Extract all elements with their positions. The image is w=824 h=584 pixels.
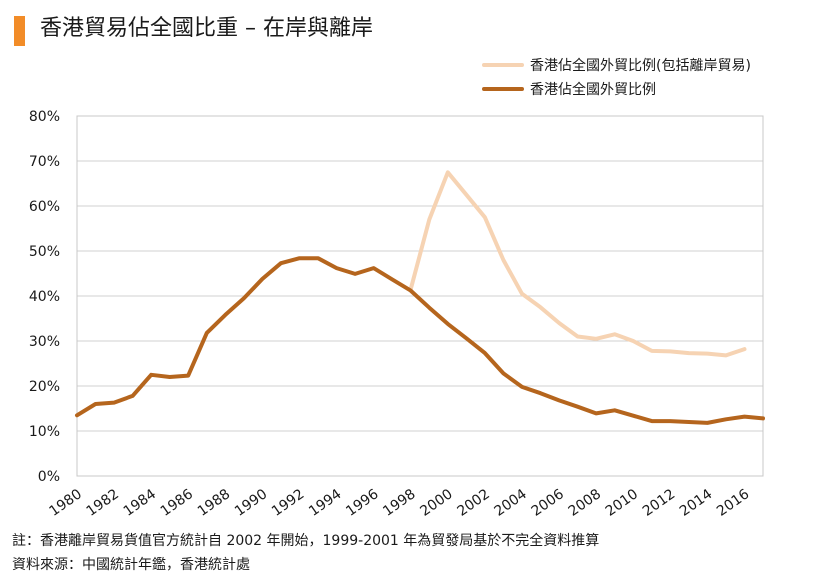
legend-label-offshore: 香港佔全國外貿比例(包括離岸貿易) (530, 58, 751, 74)
y-tick-label: 20% (29, 379, 60, 395)
source-note: 資料來源：中國統計年鑑，香港統計處 (12, 557, 250, 573)
x-tick-label: 1982 (84, 486, 122, 520)
y-tick-label: 0% (38, 469, 60, 485)
x-tick-label: 2008 (566, 486, 604, 520)
footnote: 註：香港離岸貿易貨值官方統計自 2002 年開始，1999-2001 年為貿發局… (12, 533, 600, 549)
legend-item-offshore: 香港佔全國外貿比例(包括離岸貿易) (482, 54, 751, 76)
y-tick-label: 30% (29, 334, 60, 350)
y-tick-label: 40% (29, 289, 60, 305)
y-tick-label: 50% (29, 244, 60, 260)
series-line-offshore (408, 170, 747, 358)
y-tick-label: 80% (29, 109, 60, 125)
x-tick-label: 2004 (492, 486, 530, 520)
legend-item-onshore: 香港佔全國外貿比例 (482, 78, 751, 100)
title-accent-bar (14, 16, 25, 46)
x-tick-label: 1992 (269, 486, 307, 520)
x-tick-label: 2010 (603, 486, 641, 520)
x-tick-label: 2002 (454, 486, 492, 520)
x-tick-label: 1994 (306, 486, 344, 520)
x-tick-label: 1988 (195, 486, 233, 520)
y-tick-label: 60% (29, 199, 60, 215)
plot-area-border (76, 115, 764, 477)
x-tick-label: 2006 (529, 486, 567, 520)
x-tick-label: 1996 (343, 486, 381, 520)
x-tick-label: 2014 (677, 486, 715, 520)
x-tick-label: 1998 (380, 486, 418, 520)
legend-swatch-onshore (482, 87, 524, 91)
series-line-onshore (75, 256, 765, 425)
legend-swatch-offshore (482, 63, 524, 67)
x-tick-label: 1986 (158, 486, 196, 520)
x-tick-label: 2012 (640, 486, 678, 520)
chart-title: 香港貿易佔全國比重 – 在岸與離岸 (40, 16, 373, 41)
y-tick-label: 70% (29, 154, 60, 170)
x-tick-label: 1980 (47, 486, 85, 520)
x-tick-label: 1984 (121, 486, 159, 520)
x-tick-label: 2016 (714, 486, 752, 520)
legend: 香港佔全國外貿比例(包括離岸貿易) 香港佔全國外貿比例 (482, 54, 751, 102)
legend-label-onshore: 香港佔全國外貿比例 (530, 82, 656, 98)
x-tick-label: 1990 (232, 486, 270, 520)
y-tick-label: 10% (29, 424, 60, 440)
x-tick-label: 2000 (417, 486, 455, 520)
